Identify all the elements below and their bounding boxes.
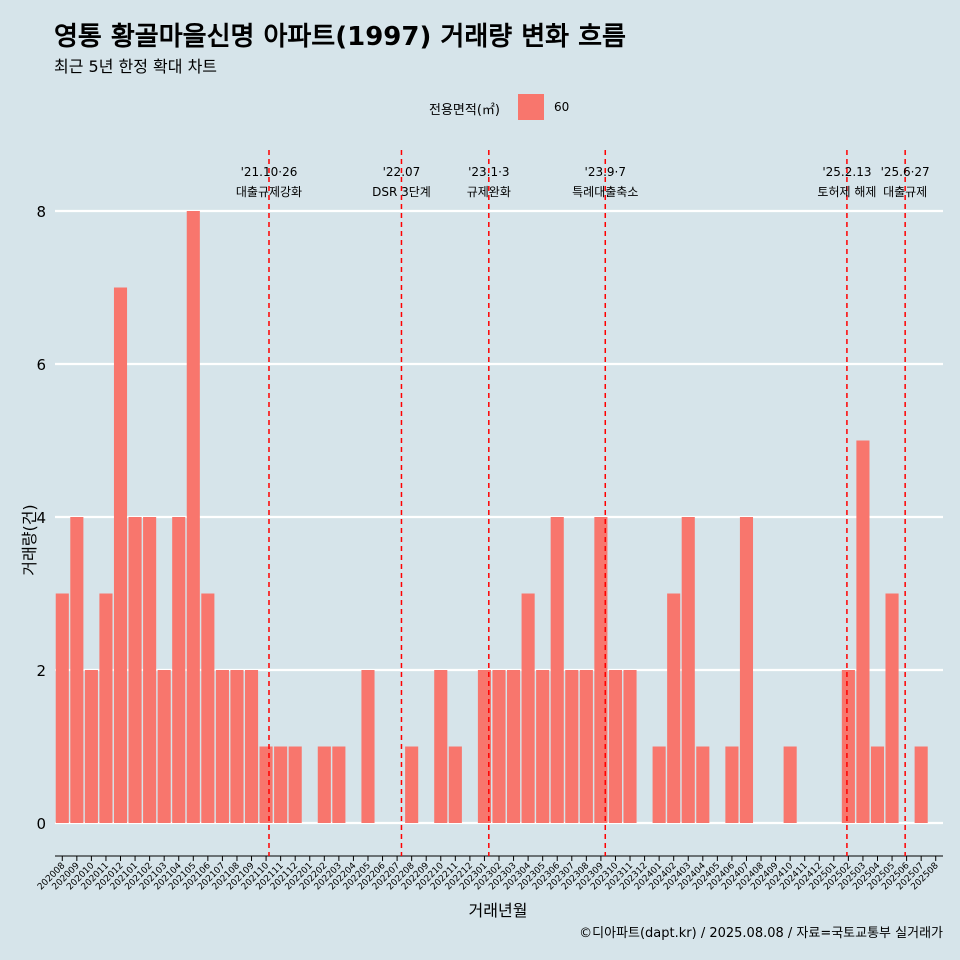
- bar: [841, 670, 855, 823]
- bar: [667, 593, 681, 823]
- legend: 전용면적(㎡) 60: [0, 92, 960, 122]
- annotation-label: 특례대출축소: [572, 185, 638, 199]
- bar: [99, 593, 113, 823]
- bar: [507, 670, 521, 823]
- bar: [870, 746, 885, 823]
- bar: [405, 746, 419, 823]
- bar: [288, 746, 302, 823]
- bar: [55, 593, 69, 823]
- y-tick-label: 8: [36, 203, 46, 221]
- y-tick-label: 6: [36, 356, 46, 374]
- annotation-label: 대출규제강화: [236, 185, 302, 199]
- x-axis-label: 거래년월: [468, 901, 528, 920]
- bar: [856, 440, 870, 823]
- bar: [230, 670, 244, 823]
- bar: [536, 670, 550, 823]
- bar: [565, 670, 579, 823]
- bar: [608, 670, 623, 823]
- bar: [594, 517, 608, 823]
- bar: [521, 593, 535, 823]
- bar: [143, 517, 157, 823]
- y-tick-label: 0: [36, 815, 46, 833]
- bar: [448, 746, 462, 823]
- bar: [579, 670, 593, 823]
- bar: [783, 746, 797, 823]
- bar: [696, 746, 710, 823]
- bar: [492, 670, 506, 823]
- bar: [914, 746, 928, 823]
- bar: [186, 211, 200, 823]
- bar: [259, 746, 273, 823]
- bar: [623, 670, 637, 823]
- annotation-date: '25.6·27: [881, 165, 930, 179]
- annotation-label: DSR 3단계: [372, 185, 431, 199]
- y-tick-label: 2: [36, 662, 46, 680]
- bar: [157, 670, 171, 823]
- bar: [885, 593, 899, 823]
- bar: [317, 746, 331, 823]
- legend-swatch: [518, 94, 544, 120]
- chart-title: 영통 황골마을신명 아파트(1997) 거래량 변화 흐름: [54, 22, 626, 52]
- bar: [201, 593, 215, 823]
- bar: [332, 746, 346, 823]
- legend-title: 전용면적(㎡): [429, 103, 500, 118]
- source-caption: ©디아파트(dapt.kr) / 2025.08.08 / 자료=국토교통부 실…: [579, 926, 943, 941]
- bar: [652, 746, 666, 823]
- legend-label: 60: [554, 100, 570, 114]
- annotation-date: '23.9·7: [585, 165, 626, 179]
- bar: [274, 746, 288, 823]
- annotation-date: '23.1·3: [468, 165, 509, 179]
- bar: [84, 670, 98, 823]
- bar: [113, 287, 128, 823]
- annotation-label: 대출규제: [883, 185, 927, 199]
- bar: [739, 517, 754, 823]
- bar: [434, 670, 448, 823]
- annotation-date: '25.2.13: [822, 165, 871, 179]
- y-tick-label: 4: [36, 509, 46, 527]
- bar: [172, 517, 186, 823]
- bar: [361, 670, 375, 823]
- bar: [725, 746, 739, 823]
- y-axis-label: 거래량(건): [20, 504, 39, 576]
- annotation-label: 규제완화: [467, 185, 511, 199]
- annotation-date: '21.10·26: [241, 165, 298, 179]
- bar: [215, 670, 229, 823]
- annotation-label: 토허제 해제: [817, 185, 876, 199]
- bar: [70, 517, 84, 823]
- chart-subtitle: 최근 5년 한정 확대 차트: [54, 57, 218, 76]
- bar: [128, 517, 142, 823]
- bar: [681, 517, 695, 823]
- bar: [477, 670, 491, 823]
- bar: [550, 517, 564, 823]
- bar: [244, 670, 259, 823]
- annotation-date: '22.07: [383, 165, 421, 179]
